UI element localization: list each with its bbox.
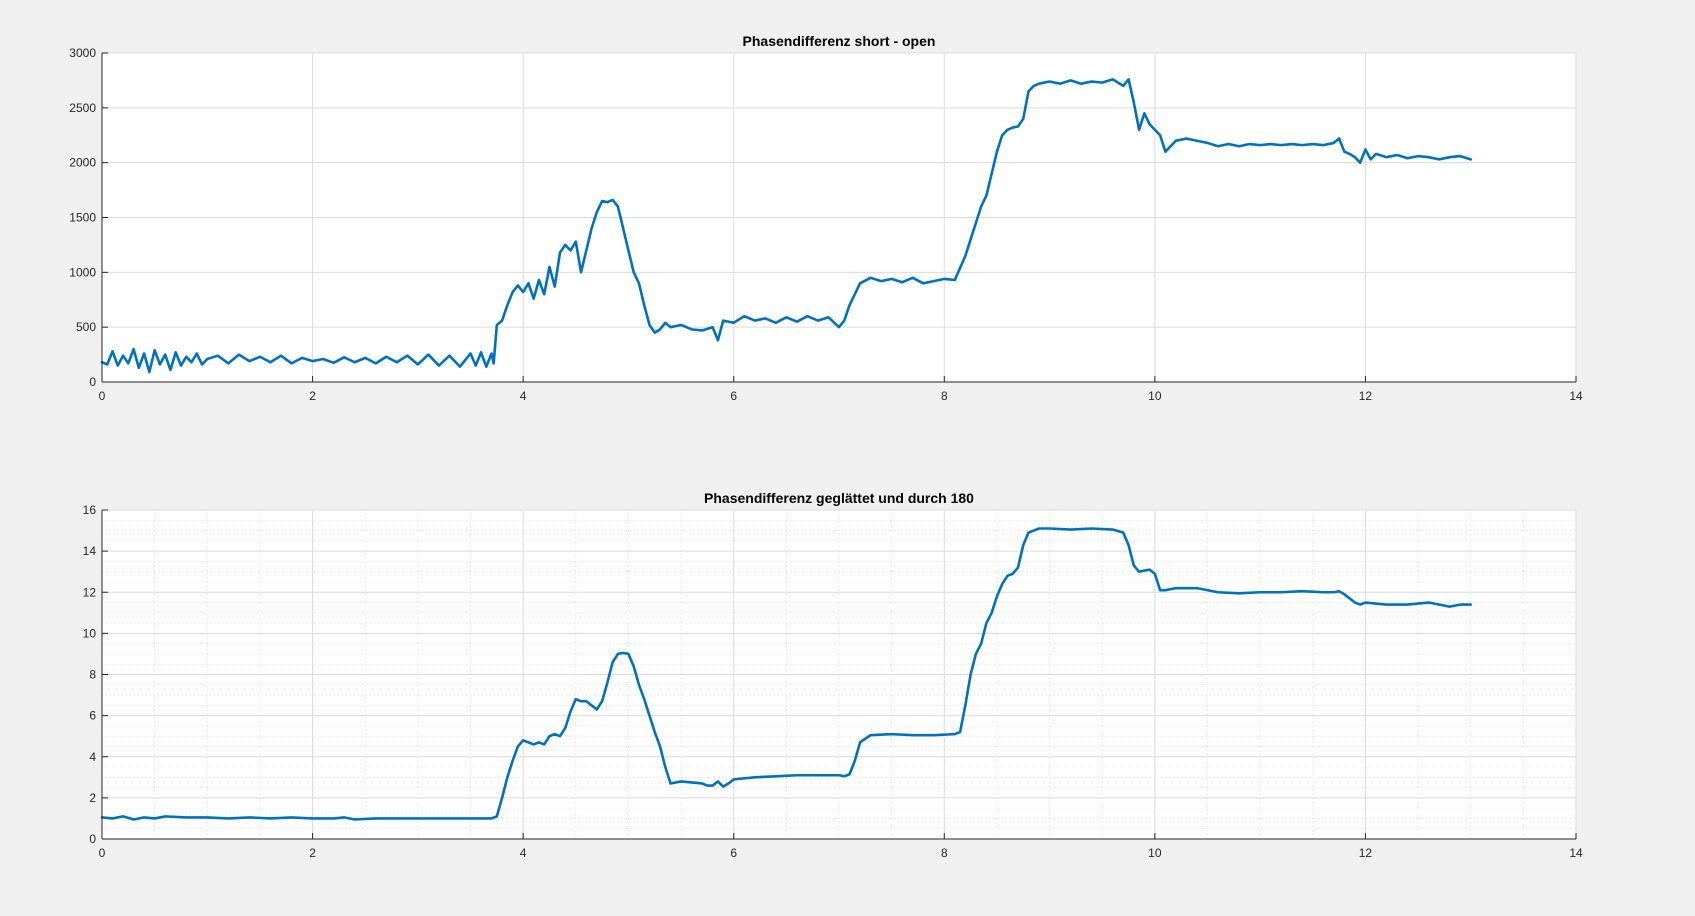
y-tick-label: 1500 <box>69 211 96 225</box>
y-tick-label: 2500 <box>69 101 96 115</box>
y-tick-label: 2000 <box>69 156 96 170</box>
y-tick-label: 12 <box>83 585 97 599</box>
y-tick-label: 1000 <box>69 265 96 279</box>
x-tick-label: 12 <box>1359 846 1373 860</box>
y-tick-label: 14 <box>83 544 97 558</box>
x-tick-label: 6 <box>730 389 737 403</box>
y-tick-label: 0 <box>89 832 96 846</box>
y-tick-label: 0 <box>89 375 96 389</box>
y-tick-label: 500 <box>76 320 96 334</box>
x-tick-label: 4 <box>520 846 527 860</box>
x-tick-label: 2 <box>309 389 316 403</box>
x-tick-label: 10 <box>1148 389 1162 403</box>
y-tick-label: 2 <box>89 791 96 805</box>
y-tick-label: 4 <box>89 750 96 764</box>
y-tick-label: 6 <box>89 709 96 723</box>
series-line-0 <box>100 527 1473 821</box>
x-tick-label: 2 <box>309 846 316 860</box>
x-tick-label: 6 <box>730 846 737 860</box>
x-tick-label: 14 <box>1569 846 1583 860</box>
y-tick-label: 16 <box>83 503 97 517</box>
axes-phasendifferenz-geglaettet[interactable]: 0 2 4 6 8 10 12 14 0 2 4 6 8 10 12 14 16 Phasendifferen… <box>83 490 1583 860</box>
y-tick-label: 8 <box>89 668 96 682</box>
chart-title: Phasendifferenz short - open <box>743 33 936 49</box>
x-tick-label: 8 <box>941 846 948 860</box>
x-tick-label: 0 <box>99 389 106 403</box>
axes-phasendifferenz[interactable]: 0 2 4 6 8 10 12 14 0 500 1000 1500 2000 2500 3000 Pha… <box>69 33 1583 403</box>
x-tick-label: 14 <box>1569 389 1583 403</box>
x-tick-label: 8 <box>941 389 948 403</box>
x-tick-label: 12 <box>1359 389 1373 403</box>
y-tick-label: 10 <box>83 626 97 640</box>
x-tick-label: 4 <box>520 389 527 403</box>
y-tick-label: 3000 <box>69 46 96 60</box>
series-line-0 <box>100 78 1473 374</box>
x-tick-label: 0 <box>99 846 106 860</box>
chart-title: Phasendifferenz geglättet und durch 180 <box>704 490 974 506</box>
x-tick-label: 10 <box>1148 846 1162 860</box>
